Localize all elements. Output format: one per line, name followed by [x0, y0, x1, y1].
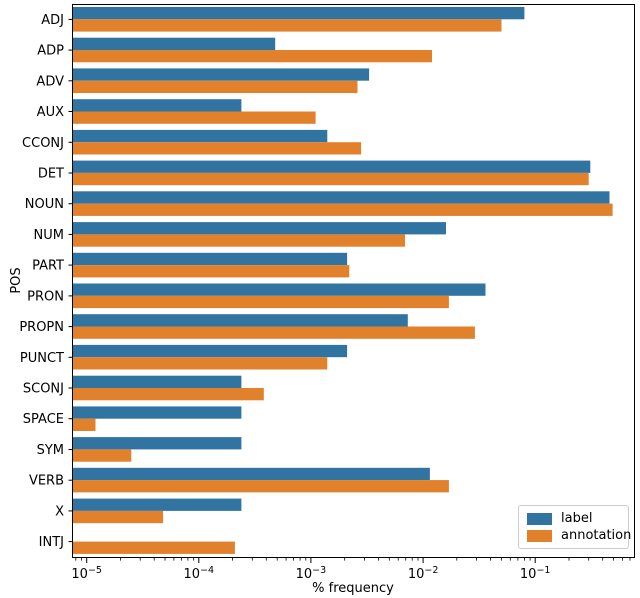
bar-annotation-NUM	[72, 234, 405, 247]
y-tick-label-PRON: PRON	[27, 289, 64, 304]
bar-label-PROPN	[72, 314, 408, 327]
y-tick-label-DET: DET	[38, 167, 64, 182]
bar-annotation-SCONJ	[72, 388, 264, 401]
y-tick-label-NOUN: NOUN	[25, 197, 64, 212]
bar-label-DET	[72, 160, 591, 173]
legend-swatch-annotation	[527, 529, 552, 542]
bar-annotation-PUNCT	[72, 357, 328, 370]
bar-annotation-CCONJ	[72, 142, 362, 155]
y-tick-label-PUNCT: PUNCT	[20, 351, 64, 366]
bar-label-ADV	[72, 68, 370, 81]
y-tick-label-INTJ: INTJ	[39, 535, 64, 550]
y-tick-label-X: X	[55, 504, 64, 519]
bar-label-SYM	[72, 437, 242, 450]
bar-annotation-SPACE	[72, 418, 96, 431]
bar-annotation-DET	[72, 172, 589, 186]
bar-annotation-INTJ	[72, 541, 235, 554]
legend: label annotation	[518, 505, 631, 549]
legend-label-text: label	[561, 511, 593, 526]
y-axis-label: POS	[9, 267, 24, 293]
x-tick-label: 10−2	[408, 565, 439, 582]
bar-label-ADP	[72, 37, 276, 50]
bar-annotation-ADP	[72, 50, 432, 63]
bar-label-PART	[72, 252, 348, 266]
bar-label-SPACE	[72, 406, 242, 419]
y-tick-label-ADJ: ADJ	[41, 13, 64, 28]
legend-annotation-text: annotation	[561, 528, 632, 543]
legend-swatch-label	[527, 512, 552, 525]
bar-annotation-NOUN	[72, 203, 613, 216]
bar-annotation-VERB	[72, 480, 449, 493]
bar-label-AUX	[72, 99, 242, 112]
y-tick-label-NUM: NUM	[34, 228, 64, 243]
x-tick-label: 10−4	[184, 565, 215, 582]
x-tick-label: 10−1	[520, 565, 551, 582]
bar-label-PUNCT	[72, 344, 348, 358]
y-tick-label-SCONJ: SCONJ	[23, 382, 64, 397]
x-tick-label: 10−3	[296, 565, 327, 582]
x-axis-label: % frequency	[312, 581, 394, 596]
bar-annotation-SYM	[72, 449, 132, 462]
bar-label-SCONJ	[72, 375, 242, 388]
legend-entry-annotation: annotation	[527, 529, 631, 542]
bar-annotation-PROPN	[72, 326, 475, 339]
y-tick-label-ADP: ADP	[37, 44, 64, 59]
bar-label-NOUN	[72, 191, 610, 204]
bar-label-ADJ	[72, 7, 525, 20]
bar-label-NUM	[72, 222, 446, 235]
y-tick-label-ADV: ADV	[36, 74, 64, 89]
x-tick-label: 10−5	[71, 565, 102, 582]
bar-label-VERB	[72, 467, 430, 481]
bar-label-X	[72, 498, 242, 511]
bar-label-PRON	[72, 283, 486, 296]
plot-frame	[72, 4, 635, 558]
legend-entry-label: label	[527, 512, 620, 525]
bar-annotation-X	[72, 510, 164, 524]
bar-annotation-PRON	[72, 295, 449, 309]
bar-label-CCONJ	[72, 129, 328, 143]
y-tick-label-CCONJ: CCONJ	[22, 136, 64, 151]
y-tick-label-PROPN: PROPN	[19, 320, 64, 335]
y-tick-label-PART: PART	[32, 259, 64, 274]
y-tick-label-AUX: AUX	[37, 105, 64, 120]
bar-annotation-ADJ	[72, 19, 502, 32]
bar-annotation-AUX	[72, 111, 316, 124]
y-tick-label-VERB: VERB	[29, 474, 64, 489]
y-tick-label-SYM: SYM	[37, 443, 64, 458]
bar-annotation-ADV	[72, 80, 358, 93]
y-tick-label-SPACE: SPACE	[23, 412, 64, 427]
bar-annotation-PART	[72, 265, 350, 278]
